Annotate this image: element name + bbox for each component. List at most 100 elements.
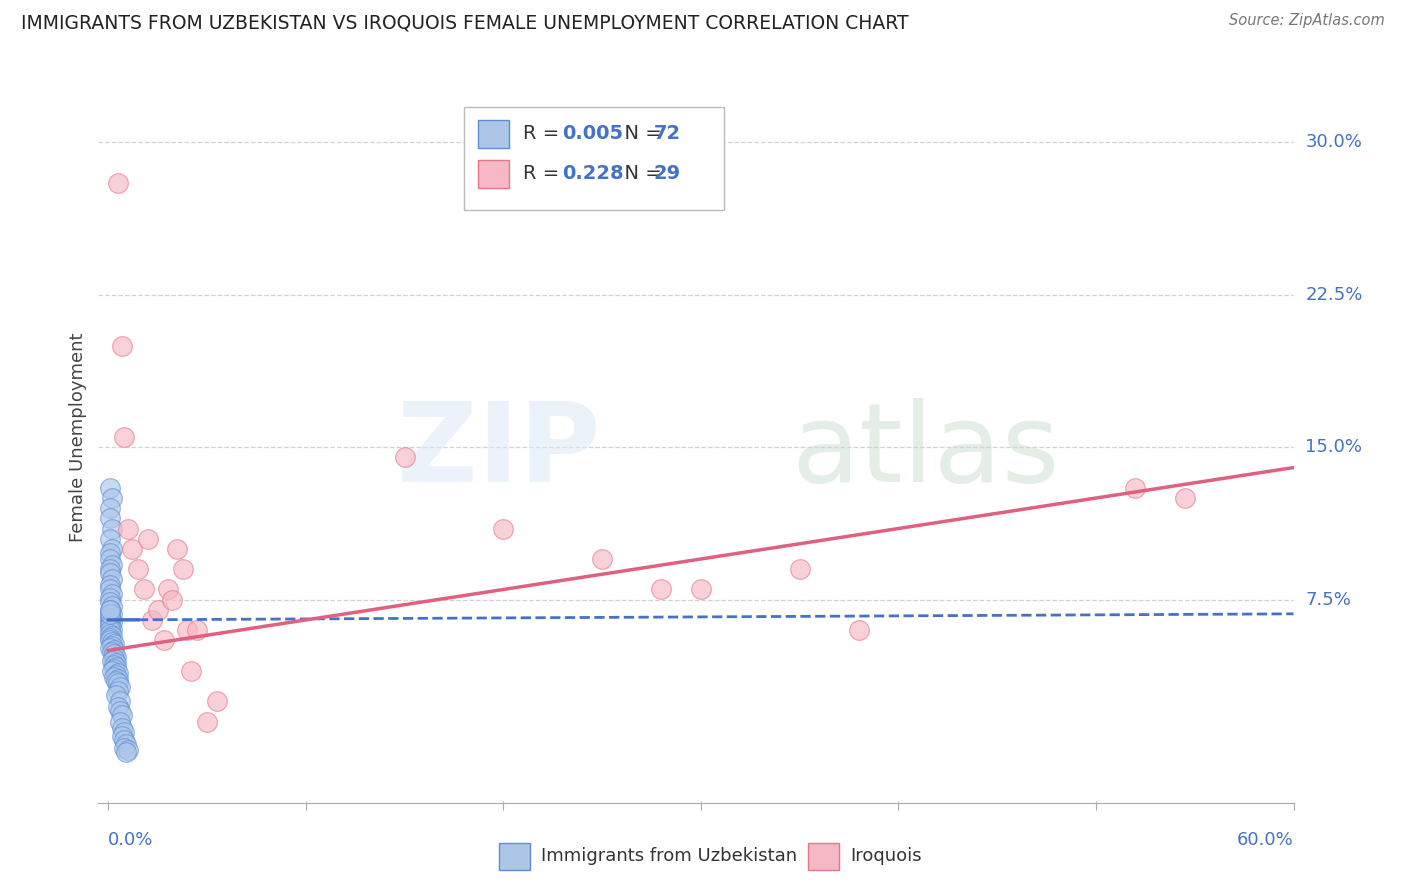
Point (98, 632, 121, 646)
Point (98, 562, 121, 576)
Text: R =: R = (523, 124, 565, 144)
Point (103, 662, 125, 676)
Point (98, 566, 121, 581)
Point (101, 599, 124, 613)
Point (1174, 491, 1197, 505)
Point (115, 737, 138, 751)
Point (186, 623, 208, 637)
Point (98, 607, 121, 621)
Point (101, 615, 124, 629)
Point (166, 541, 188, 556)
Point (115, 745, 138, 759)
Text: 0.0%: 0.0% (108, 831, 153, 849)
Point (103, 637, 125, 651)
Point (111, 708, 134, 723)
Point (132, 582, 155, 597)
Point (789, 562, 811, 576)
Point (98, 619, 121, 633)
Point (156, 582, 179, 597)
Point (117, 521, 139, 535)
Point (101, 629, 124, 643)
Point (111, 729, 134, 743)
Point (98, 603, 121, 617)
Point (112, 724, 135, 739)
Point (101, 558, 124, 573)
Point (105, 659, 128, 673)
Point (107, 665, 129, 680)
Point (180, 664, 202, 678)
Point (98, 501, 121, 516)
Point (105, 649, 128, 664)
Point (176, 623, 198, 637)
Point (98, 617, 121, 632)
Point (103, 648, 125, 662)
Y-axis label: Female Unemployment: Female Unemployment (69, 333, 87, 541)
Point (98, 481, 121, 495)
Point (690, 582, 713, 597)
Text: 60.0%: 60.0% (1237, 831, 1294, 849)
Point (98, 641, 121, 656)
Point (127, 562, 149, 576)
Text: 29: 29 (654, 164, 681, 184)
Text: 7.5%: 7.5% (1306, 591, 1351, 608)
Point (98, 546, 121, 560)
Text: Immigrants from Uzbekistan: Immigrants from Uzbekistan (541, 847, 797, 865)
Point (101, 607, 124, 621)
Point (141, 613, 163, 627)
Text: N =: N = (612, 124, 668, 144)
Point (121, 541, 143, 556)
Point (101, 521, 124, 535)
Text: 30.0%: 30.0% (1306, 134, 1362, 152)
Point (112, 732, 135, 747)
Point (152, 633, 174, 648)
Point (107, 684, 129, 698)
Text: atlas: atlas (792, 398, 1060, 505)
Point (103, 657, 125, 672)
Point (98, 552, 121, 566)
Point (146, 603, 169, 617)
Point (108, 680, 131, 694)
Point (105, 656, 128, 670)
Point (101, 640, 124, 654)
Point (112, 740, 135, 755)
Point (101, 664, 124, 678)
Point (98, 611, 121, 625)
Point (108, 705, 131, 719)
Point (101, 491, 124, 505)
Point (107, 176, 129, 190)
Point (105, 688, 128, 702)
Text: 22.5%: 22.5% (1306, 285, 1362, 304)
Point (101, 572, 124, 586)
Text: 15.0%: 15.0% (1306, 438, 1362, 456)
Point (117, 743, 139, 757)
Point (1125, 481, 1147, 495)
Point (98, 595, 121, 609)
Point (98, 613, 121, 627)
Text: 72: 72 (654, 124, 681, 144)
Point (160, 592, 183, 607)
Point (103, 670, 125, 684)
Point (136, 532, 159, 546)
Point (105, 667, 128, 682)
Point (101, 654, 124, 668)
Text: IMMIGRANTS FROM UZBEKISTAN VS IROQUOIS FEMALE UNEMPLOYMENT CORRELATION CHART: IMMIGRANTS FROM UZBEKISTAN VS IROQUOIS F… (21, 13, 908, 32)
Text: Iroquois: Iroquois (851, 847, 922, 865)
Point (105, 673, 128, 688)
Point (101, 541, 124, 556)
Point (98, 582, 121, 597)
Point (98, 578, 121, 592)
Point (205, 694, 228, 708)
Point (101, 645, 124, 659)
Point (101, 623, 124, 637)
Point (394, 450, 416, 465)
Point (103, 643, 125, 657)
Point (98, 633, 121, 648)
Point (107, 672, 129, 686)
Point (98, 627, 121, 641)
Point (848, 623, 870, 637)
Point (112, 430, 135, 444)
Text: 0.005: 0.005 (562, 124, 623, 144)
Point (650, 582, 672, 597)
Text: ZIP: ZIP (396, 398, 600, 505)
Point (111, 339, 134, 353)
